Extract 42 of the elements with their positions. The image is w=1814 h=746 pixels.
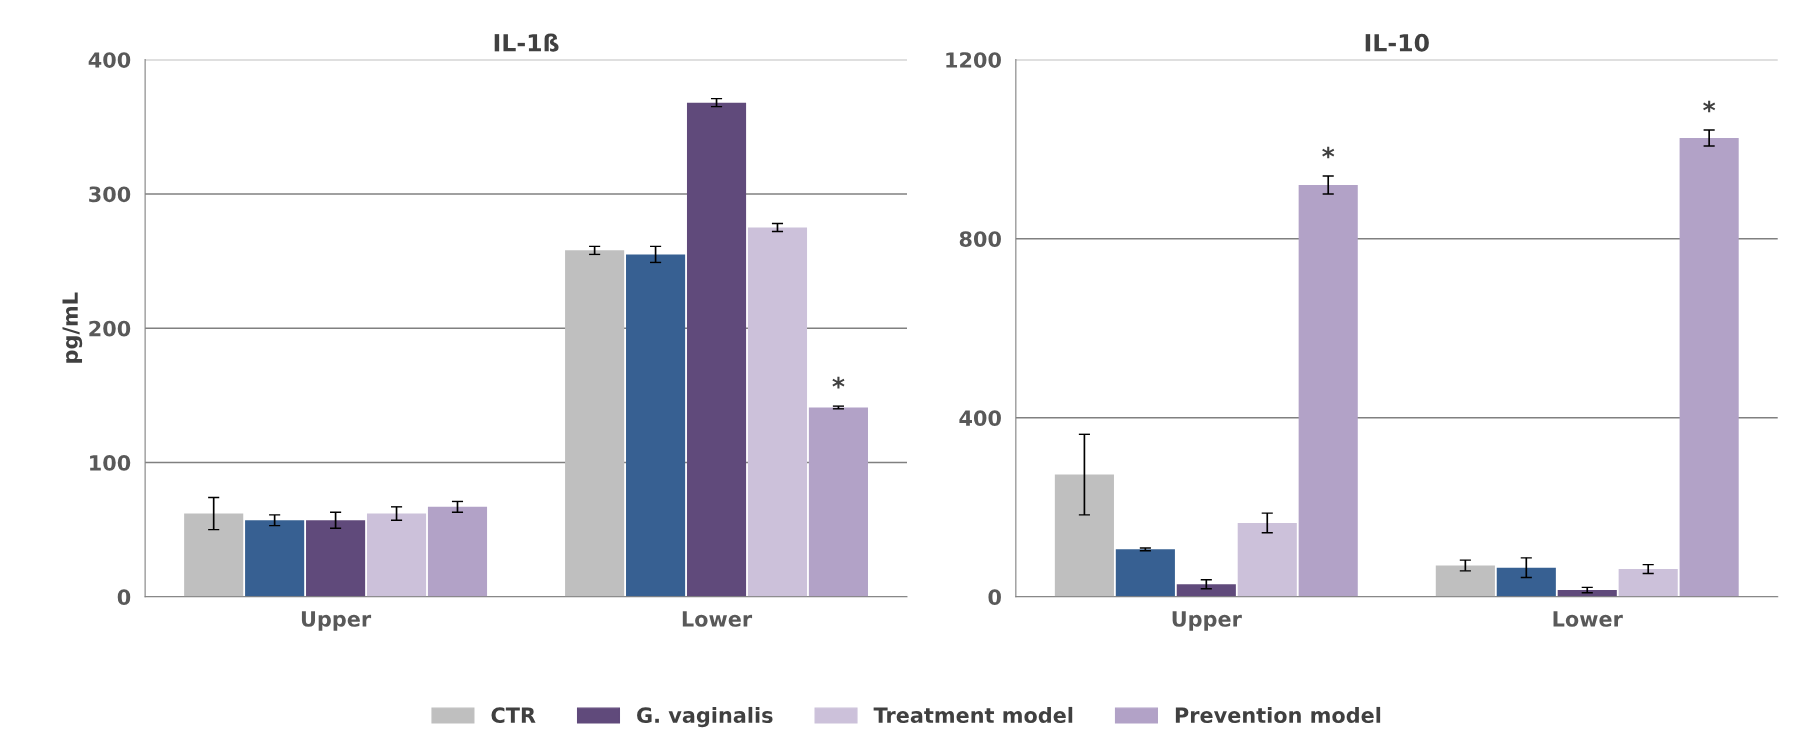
bar [1176, 584, 1236, 597]
y-tick-label: 0 [117, 589, 131, 606]
y-tick-label: 0 [988, 589, 1001, 606]
y-tick-label: 1200 [946, 52, 1001, 68]
bar [1496, 567, 1556, 597]
y-tick-label: 400 [959, 410, 1001, 426]
bar [1298, 185, 1358, 597]
bar [306, 520, 366, 597]
bar [626, 254, 686, 597]
bar [1435, 565, 1495, 597]
x-tick-label: Lower [682, 611, 753, 627]
legend-label: Treatment model [873, 706, 1073, 724]
bar [184, 513, 244, 597]
x-tick-label: Lower [1553, 611, 1623, 627]
chart-title: IL-10 [1365, 33, 1429, 52]
chart-title: IL-1ß [494, 33, 559, 52]
y-tick-label: 400 [88, 52, 131, 68]
bar [1618, 569, 1678, 597]
annotation: * [832, 376, 845, 389]
bar [808, 407, 868, 597]
y-tick-label: 800 [959, 231, 1001, 247]
bar [1054, 474, 1114, 597]
bar [427, 506, 488, 597]
y-tick-label: 100 [90, 454, 131, 471]
bar [686, 102, 747, 597]
bar [747, 227, 808, 597]
y-axis-title: pg/mL [62, 292, 83, 363]
bar [245, 520, 305, 597]
bar [1679, 138, 1739, 597]
legend-label: G. vaginalis [637, 706, 773, 728]
bar [1237, 522, 1297, 597]
legend-label: CTR [491, 707, 536, 724]
y-tick-label: 300 [89, 186, 131, 203]
annotation: * [1703, 100, 1716, 113]
bar [366, 513, 427, 597]
x-tick-label: Upper [301, 611, 372, 631]
annotation: * [1322, 146, 1335, 159]
legend-label: Prevention model [1175, 706, 1381, 724]
x-tick-label: Upper [1172, 611, 1242, 631]
bar [565, 250, 625, 597]
y-tick-label: 200 [89, 320, 131, 337]
bar [1115, 549, 1175, 597]
